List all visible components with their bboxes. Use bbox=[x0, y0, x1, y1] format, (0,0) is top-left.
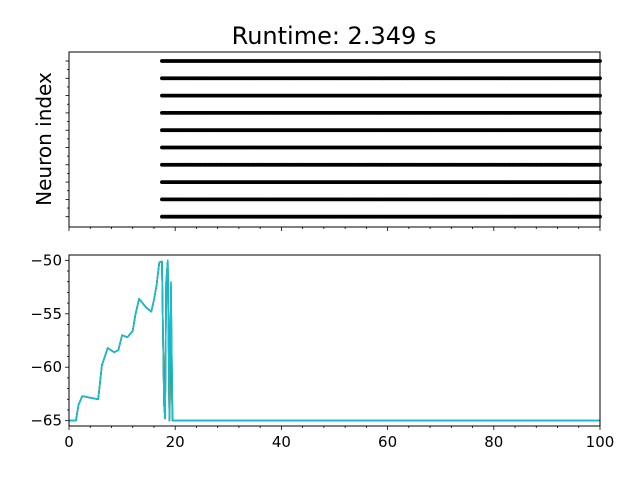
y-tick-label: −50 bbox=[30, 251, 62, 269]
y-tick-label: −60 bbox=[30, 358, 62, 376]
neuron-spike-row bbox=[160, 214, 602, 219]
chart-title: Runtime: 2.349 s bbox=[232, 22, 437, 50]
neuron-spike-row bbox=[160, 197, 602, 202]
raster-plot-area bbox=[68, 51, 601, 228]
x-tick-label: 20 bbox=[166, 433, 185, 451]
neuron-spike-row bbox=[160, 111, 602, 115]
raster-ticks bbox=[65, 60, 601, 231]
neuron-spike-row bbox=[160, 59, 602, 63]
voltage-trace-line bbox=[69, 259, 600, 422]
x-tick-label: 80 bbox=[484, 433, 503, 451]
neuron-spike-row bbox=[160, 145, 602, 150]
voltage-trace-line bbox=[69, 260, 600, 422]
y-tick-label: −65 bbox=[30, 412, 62, 430]
voltage-trace-line bbox=[69, 260, 600, 422]
voltage-plot-area bbox=[68, 254, 601, 427]
neuron-spike-row bbox=[160, 162, 602, 167]
voltage-trace-line bbox=[69, 259, 600, 422]
voltage-ticks: 0 20 40 60 80 100 −65 −60 −55 −50 bbox=[30, 251, 614, 451]
neuron-spike-row bbox=[160, 76, 602, 81]
neuron-spike-row bbox=[160, 180, 602, 185]
x-tick-label: 100 bbox=[586, 433, 615, 451]
neuron-spike-row bbox=[160, 128, 602, 133]
y-axis-label-raster: Neuron index bbox=[32, 72, 56, 206]
x-tick-label: 0 bbox=[64, 433, 74, 451]
voltage-trace-line bbox=[69, 260, 600, 422]
voltage-trace-line bbox=[69, 259, 600, 422]
voltage-trace-line bbox=[69, 260, 600, 422]
neuron-spike-row bbox=[160, 93, 602, 98]
y-tick-label: −55 bbox=[30, 305, 62, 323]
voltage-traces bbox=[69, 259, 600, 422]
x-tick-label: 40 bbox=[272, 433, 291, 451]
x-tick-label: 60 bbox=[378, 433, 397, 451]
raster-spikes bbox=[160, 59, 602, 219]
